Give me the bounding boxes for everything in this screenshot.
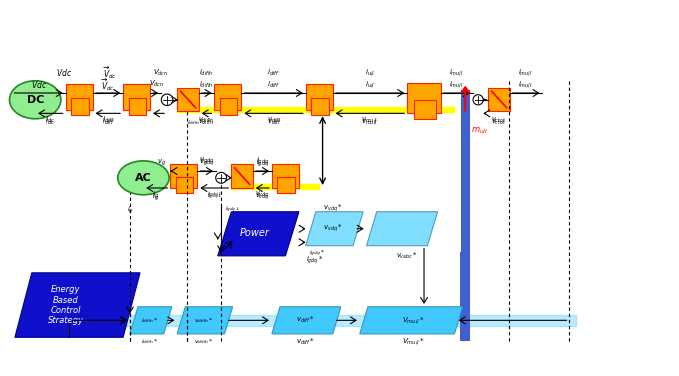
- Text: $i_{mu/l}$: $i_{mu/l}$: [518, 80, 533, 90]
- Text: $m_{u/l}$: $m_{u/l}$: [471, 125, 489, 136]
- Bar: [170, 164, 198, 188]
- Text: $i_{diffn}$: $i_{diffn}$: [187, 118, 200, 127]
- Text: $i_{gdq}$: $i_{gdq}$: [256, 155, 269, 167]
- Text: $i_{mu/l}$: $i_{mu/l}$: [449, 80, 464, 90]
- Bar: [272, 164, 299, 188]
- Text: $v_{diff}*$: $v_{diff}*$: [296, 337, 315, 347]
- Text: $i_{gdq}$: $i_{gdq}$: [256, 157, 269, 169]
- Text: $i_{gdq\downarrow}$: $i_{gdq\downarrow}$: [206, 190, 222, 200]
- Text: $Vdc$: $Vdc$: [56, 67, 73, 78]
- Text: $i_{u/l}$: $i_{u/l}$: [365, 67, 375, 78]
- Bar: [414, 100, 436, 120]
- Text: $i_{u/l}$: $i_{u/l}$: [365, 80, 375, 90]
- Text: $v_{diffn}*$: $v_{diffn}*$: [194, 338, 214, 347]
- Polygon shape: [130, 307, 172, 334]
- Bar: [277, 177, 295, 193]
- Text: $i_{diffn}*$: $i_{diffn}*$: [141, 338, 159, 347]
- Text: $V_{dcn}$: $V_{dcn}$: [153, 68, 168, 78]
- Bar: [177, 88, 199, 111]
- Text: $v_{diffn}*$: $v_{diffn}*$: [194, 316, 214, 325]
- Bar: [407, 83, 441, 113]
- Text: $Vdc$: $Vdc$: [31, 79, 47, 90]
- Text: $i_{gdq\downarrow}$: $i_{gdq\downarrow}$: [225, 205, 240, 215]
- Bar: [460, 252, 469, 341]
- Text: $v_{vdq}*$: $v_{vdq}*$: [323, 223, 343, 235]
- Text: $v_{ctot}$: $v_{ctot}$: [491, 118, 506, 127]
- Text: $i_{gdq}*$: $i_{gdq}*$: [306, 255, 323, 266]
- Text: Energy
Based
Control
Strategy: Energy Based Control Strategy: [48, 285, 84, 326]
- Text: $i_{diff}$: $i_{diff}$: [268, 68, 280, 78]
- Bar: [306, 84, 333, 110]
- Text: $v_{vdq}$: $v_{vdq}$: [255, 191, 270, 202]
- Text: $v_{diff}$: $v_{diff}$: [267, 115, 281, 125]
- Polygon shape: [272, 307, 341, 334]
- Text: $i_{diff}$: $i_{diff}$: [268, 80, 280, 90]
- Text: $i_{gdq}*$: $i_{gdq}*$: [309, 249, 325, 259]
- Text: $i_{dc}$: $i_{dc}$: [45, 115, 55, 125]
- Text: $v_{gdq}$: $v_{gdq}$: [200, 156, 215, 166]
- Text: $\overrightarrow{V}_{dc}$: $\overrightarrow{V}_{dc}$: [103, 64, 116, 81]
- Text: $i_{gdq\downarrow}$: $i_{gdq\downarrow}$: [206, 192, 222, 202]
- Bar: [461, 89, 470, 341]
- Text: $v_{diffn}$: $v_{diffn}$: [198, 115, 215, 125]
- Polygon shape: [306, 212, 363, 246]
- Bar: [488, 88, 510, 111]
- Bar: [232, 164, 253, 188]
- Bar: [176, 177, 194, 193]
- Text: $i_{mu/l}$: $i_{mu/l}$: [518, 67, 533, 78]
- Text: $v_{vdq}*$: $v_{vdq}*$: [323, 203, 343, 214]
- Circle shape: [473, 95, 483, 105]
- Text: $v_{vdq}$: $v_{vdq}$: [255, 190, 270, 200]
- Text: $V_{dcn}$: $V_{dcn}$: [149, 79, 164, 89]
- Text: Power: Power: [240, 229, 270, 238]
- Polygon shape: [15, 273, 140, 337]
- Text: $v_g$: $v_g$: [157, 158, 166, 168]
- Polygon shape: [218, 212, 299, 256]
- Circle shape: [162, 94, 173, 106]
- Polygon shape: [367, 212, 437, 246]
- Text: AC: AC: [135, 173, 152, 183]
- Text: $i_{diff}$: $i_{diff}$: [102, 115, 115, 125]
- Text: $v_{diff}$: $v_{diff}$: [267, 118, 281, 127]
- Ellipse shape: [117, 161, 169, 195]
- Text: DC: DC: [26, 95, 44, 105]
- Text: $i_{mu/l}$: $i_{mu/l}$: [449, 67, 464, 78]
- Bar: [215, 84, 242, 110]
- Text: $v_{mu/l}$: $v_{mu/l}$: [361, 115, 378, 125]
- Text: $v_{ctot}$: $v_{ctot}$: [491, 115, 506, 125]
- Text: $V_{mu/l}*$: $V_{mu/l}*$: [402, 337, 426, 347]
- Circle shape: [216, 172, 227, 183]
- Bar: [311, 99, 329, 115]
- Ellipse shape: [10, 81, 61, 119]
- Text: $v_{gdq}$: $v_{gdq}$: [200, 158, 215, 168]
- Text: $v_{diff}*$: $v_{diff}*$: [296, 315, 315, 325]
- Text: $i_{dc}$: $i_{dc}$: [45, 117, 55, 127]
- Bar: [66, 84, 92, 110]
- Polygon shape: [177, 307, 233, 334]
- Text: $i_{diffn}*$: $i_{diffn}*$: [141, 316, 159, 325]
- Text: $i_g$: $i_g$: [152, 191, 159, 203]
- Text: $v_{mu/l}$: $v_{mu/l}$: [361, 117, 378, 127]
- Bar: [128, 99, 146, 115]
- Text: $i_{diffn}$: $i_{diffn}$: [199, 68, 214, 78]
- Text: $\overrightarrow{V}_{dc}$: $\overrightarrow{V}_{dc}$: [101, 76, 115, 93]
- Bar: [123, 84, 150, 110]
- Bar: [71, 99, 89, 115]
- Bar: [220, 99, 238, 115]
- Text: $i_{diffn}$: $i_{diffn}$: [199, 80, 214, 90]
- Text: $v_{vabc}*$: $v_{vabc}*$: [397, 251, 418, 261]
- Text: $i_g$: $i_g$: [126, 205, 133, 216]
- Text: $v_{diffn}$: $v_{diffn}$: [198, 118, 215, 127]
- Text: $V_{mu/l}*$: $V_{mu/l}*$: [402, 315, 426, 326]
- Text: $i_g$: $i_g$: [152, 189, 159, 200]
- Text: $i_{diff}$: $i_{diff}$: [102, 117, 115, 127]
- Polygon shape: [360, 307, 462, 334]
